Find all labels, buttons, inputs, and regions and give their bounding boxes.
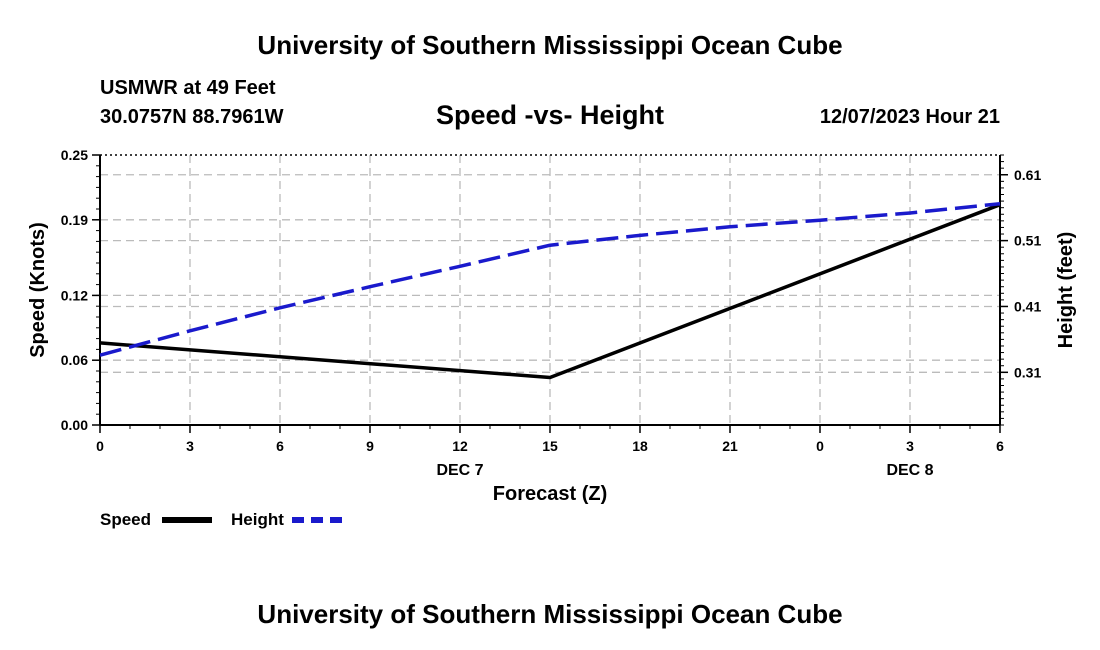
- speed-series-line: [99, 203, 1001, 380]
- page-title-top: University of Southern Mississippi Ocean…: [257, 30, 843, 60]
- station-label: USMWR at 49 Feet: [100, 77, 276, 99]
- legend-speed-swatch: [162, 517, 212, 523]
- y-tick-label: 0.12: [61, 287, 88, 303]
- y2-tick-label: 0.41: [1014, 298, 1041, 314]
- y2-tick-label: 0.31: [1014, 364, 1041, 380]
- datetime-label: 12/07/2023 Hour 21: [819, 106, 1000, 128]
- x-tick-label: 3: [186, 438, 194, 454]
- legend-speed-label: Speed: [100, 510, 152, 529]
- x-day-label: DEC 8: [886, 462, 933, 479]
- height-series-line: [99, 201, 1001, 357]
- chart-subtitle: Speed -vs- Height: [435, 100, 665, 130]
- x-tick-label: 18: [632, 438, 648, 454]
- x-day-label: DEC 7: [436, 462, 483, 479]
- x-axis-label: Forecast (Z): [493, 483, 607, 505]
- x-tick-label: 15: [542, 438, 558, 454]
- y-tick-label: 0.00: [61, 417, 88, 433]
- legend-height-swatch: [292, 517, 342, 523]
- legend-height-label: Height: [231, 510, 284, 529]
- x-tick-label: 0: [816, 438, 824, 454]
- x-tick-label: 0: [96, 438, 104, 454]
- x-tick-label: 6: [276, 438, 284, 454]
- y-tick-label: 0.25: [61, 147, 88, 163]
- y2-tick-label: 0.61: [1014, 167, 1041, 183]
- coordinates-label: 30.0757N 88.7961W: [100, 106, 284, 128]
- page-title-bottom: University of Southern Mississippi Ocean…: [257, 599, 843, 629]
- y-tick-label: 0.06: [61, 352, 88, 368]
- x-tick-label: 9: [366, 438, 374, 454]
- y2-axis-label: Height (feet): [1055, 232, 1077, 349]
- x-tick-label: 12: [452, 438, 468, 454]
- x-tick-label: 6: [996, 438, 1004, 454]
- y2-tick-label: 0.51: [1014, 233, 1041, 249]
- y-axis-label: Speed (Knots): [27, 222, 49, 358]
- y-tick-label: 0.19: [61, 212, 88, 228]
- x-tick-label: 3: [906, 438, 914, 454]
- x-tick-label: 21: [722, 438, 738, 454]
